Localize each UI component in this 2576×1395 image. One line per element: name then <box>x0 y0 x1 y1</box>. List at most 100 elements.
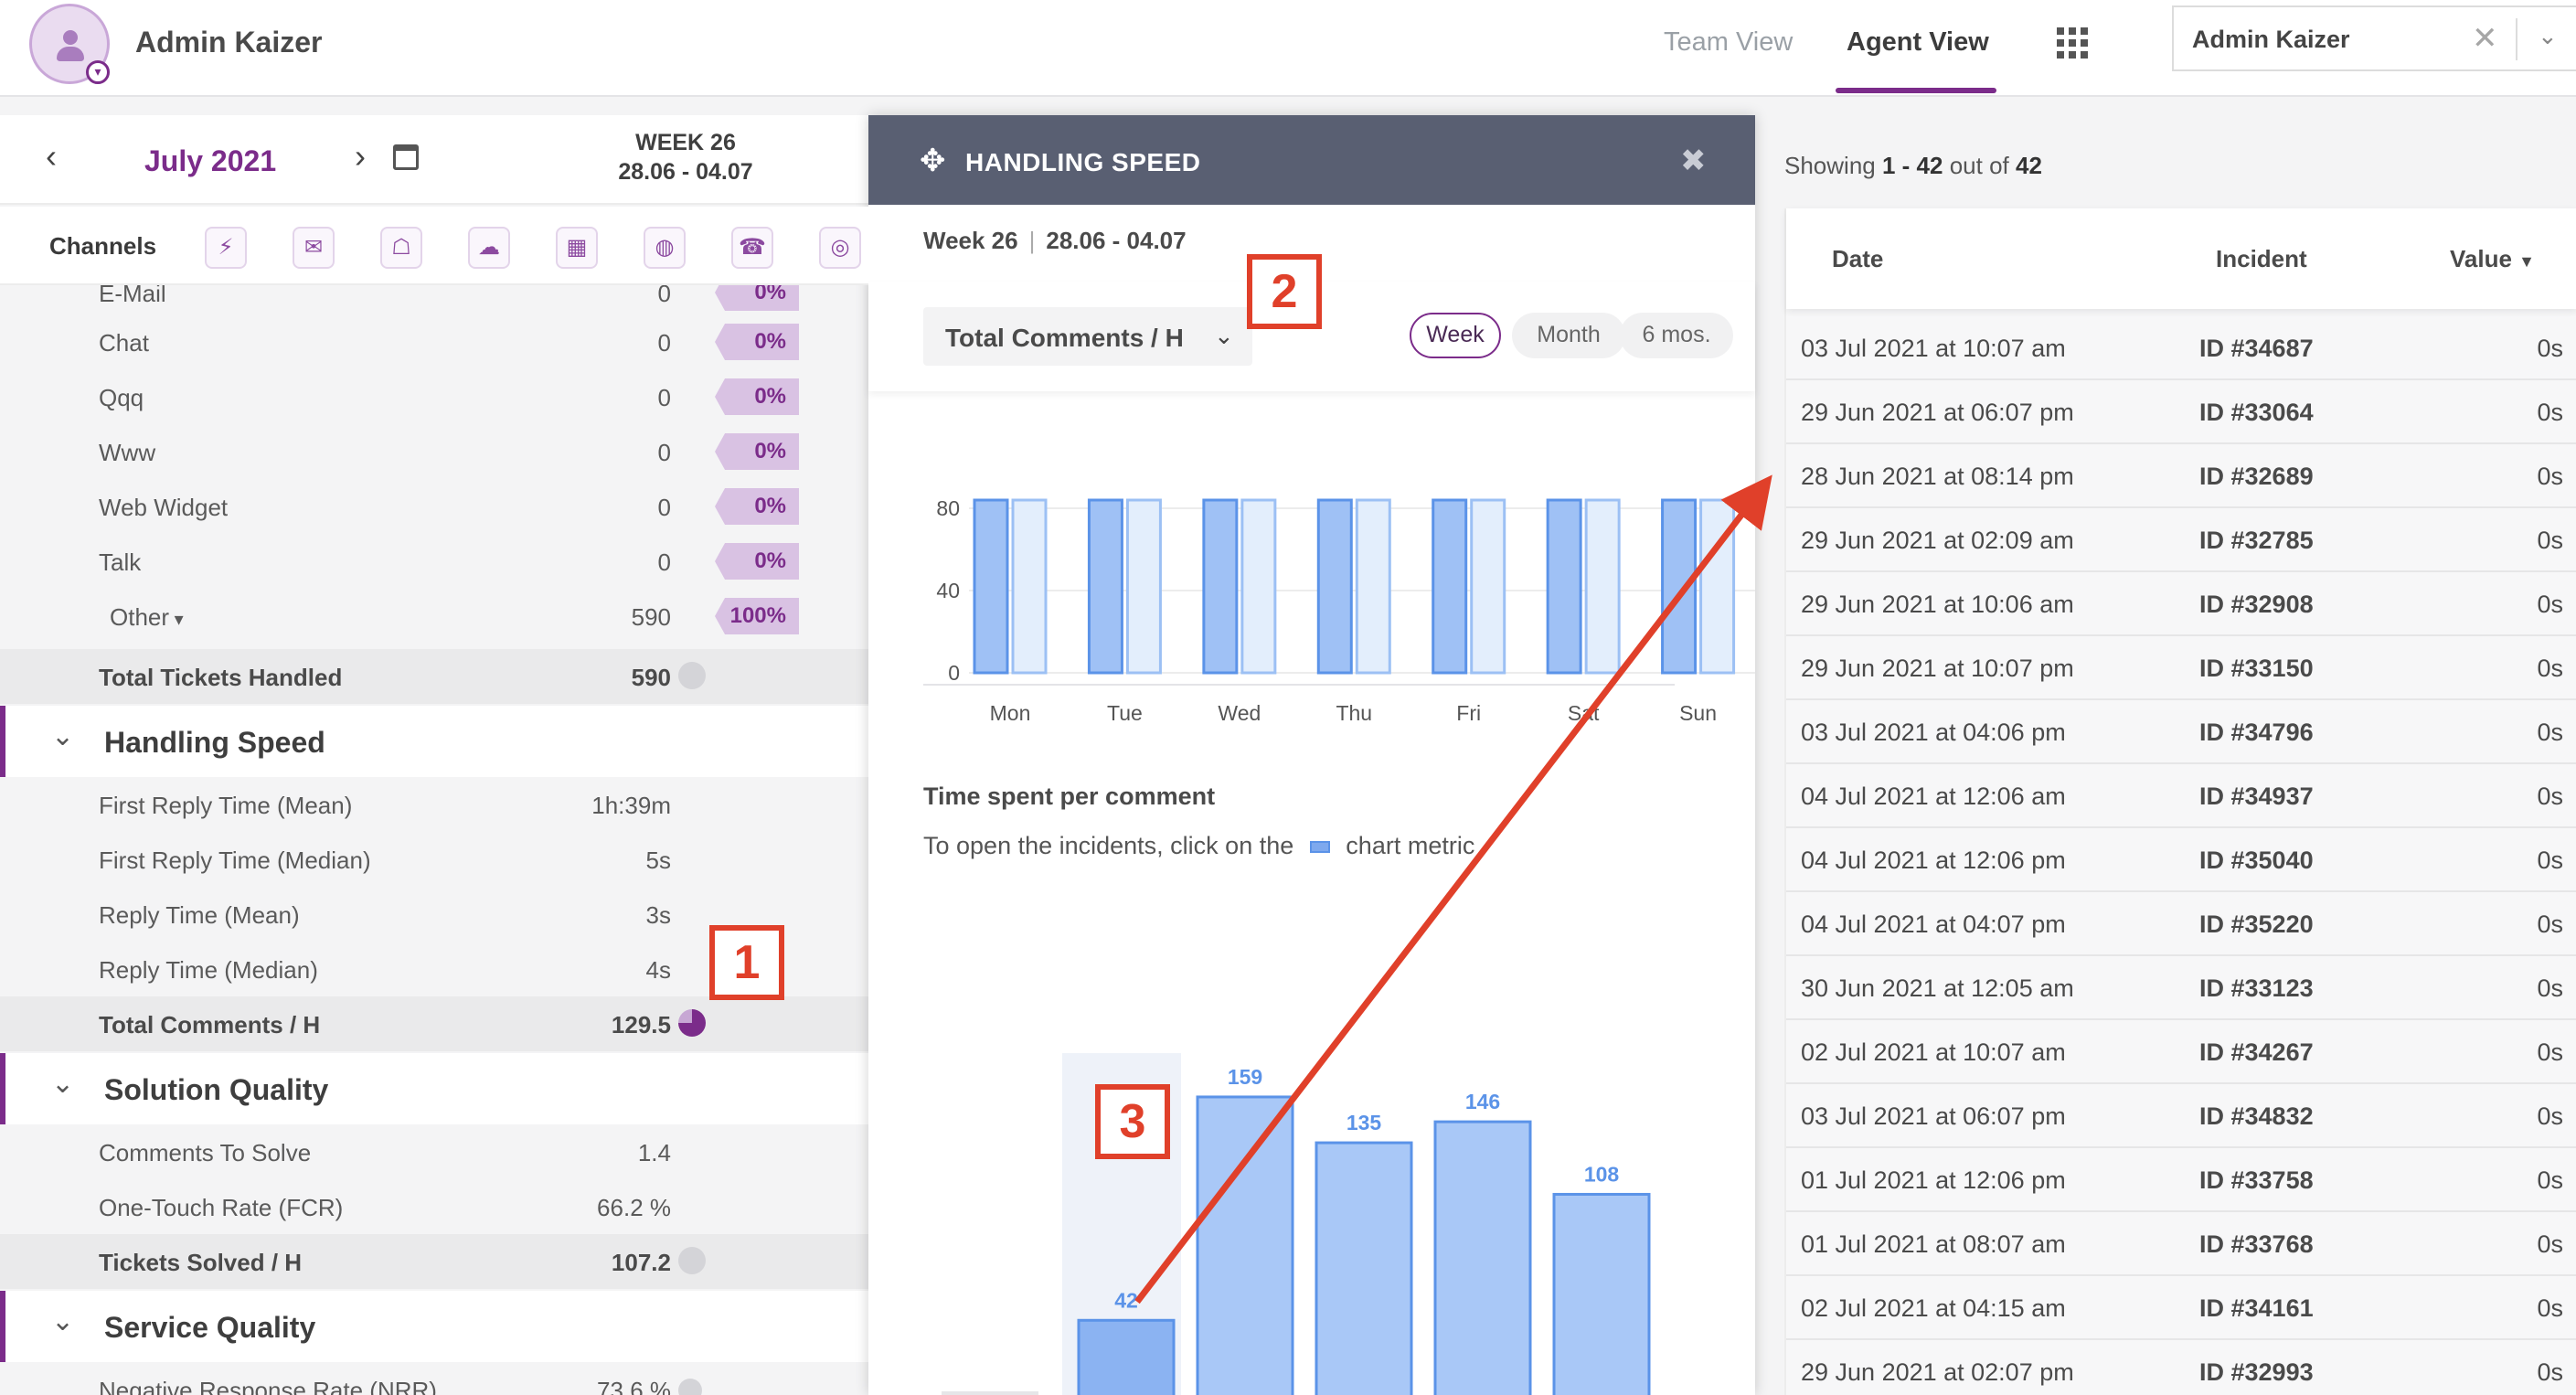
table-row[interactable]: 29 Jun 2021 at 10:07 pm ID #33150 0s <box>1786 636 2576 700</box>
table-row[interactable]: 29 Jun 2021 at 02:07 pm ID #32993 0s <box>1786 1340 2576 1395</box>
channel-label[interactable]: Other ▾ <box>110 603 184 631</box>
column-incident[interactable]: Incident <box>2216 245 2307 272</box>
pie-chart-icon[interactable] <box>678 1247 706 1274</box>
row-incident-id[interactable]: ID #32785 <box>2199 527 2314 554</box>
table-row[interactable]: 28 Jun 2021 at 08:14 pm ID #32689 0s <box>1786 444 2576 508</box>
chat-icon[interactable]: ☖ <box>380 227 422 269</box>
metric-row[interactable]: Negative Response Rate (NRR) 73.6 % <box>0 1362 868 1395</box>
close-icon[interactable]: ✖ <box>1680 144 1707 178</box>
distribution-bar[interactable] <box>1315 1141 1413 1395</box>
table-row[interactable]: 29 Jun 2021 at 06:07 pm ID #33064 0s <box>1786 380 2576 444</box>
row-incident-id[interactable]: ID #34937 <box>2199 783 2314 810</box>
table-row[interactable]: 02 Jul 2021 at 10:07 am ID #34267 0s <box>1786 1020 2576 1084</box>
table-row[interactable]: 29 Jun 2021 at 02:09 am ID #32785 0s <box>1786 508 2576 572</box>
table-row[interactable]: 04 Jul 2021 at 12:06 am ID #34937 0s <box>1786 764 2576 828</box>
metric-row[interactable]: First Reply Time (Median) 5s <box>0 832 868 887</box>
table-row[interactable]: 29 Jun 2021 at 10:06 am ID #32908 0s <box>1786 572 2576 636</box>
table-row[interactable]: 04 Jul 2021 at 04:07 pm ID #35220 0s <box>1786 892 2576 956</box>
metric-row[interactable]: Comments To Solve 1.4 <box>0 1124 868 1179</box>
distribution-bar[interactable] <box>1077 1318 1176 1395</box>
metric-row[interactable]: One-Touch Rate (FCR) 66.2 % <box>0 1179 868 1234</box>
next-month-icon[interactable]: › <box>355 137 366 175</box>
row-incident-id[interactable]: ID #35220 <box>2199 910 2314 938</box>
bar-primary[interactable] <box>1432 498 1468 675</box>
row-incident-id[interactable]: ID #33768 <box>2199 1230 2314 1258</box>
range-button-month[interactable]: Month <box>1512 313 1625 358</box>
chevron-down-icon[interactable]: ⌄ <box>1214 322 1234 349</box>
widget-icon[interactable]: ▦ <box>556 227 598 269</box>
tab-team-view[interactable]: Team View <box>1664 27 1794 57</box>
row-incident-id[interactable]: ID #32993 <box>2199 1358 2314 1386</box>
avatar-menu-chevron-icon[interactable]: ▾ <box>86 60 110 84</box>
clear-icon[interactable]: ✕ <box>2472 21 2498 56</box>
bar-secondary[interactable] <box>1125 498 1162 675</box>
bar-primary[interactable] <box>973 498 1009 675</box>
section-handling-speed[interactable]: ⌄ Handling Speed <box>0 706 868 777</box>
chevron-down-icon[interactable]: ⌄ <box>51 1069 75 1099</box>
table-row[interactable]: 03 Jul 2021 at 10:07 am ID #34687 0s <box>1786 316 2576 380</box>
table-row[interactable]: 04 Jul 2021 at 12:06 pm ID #35040 0s <box>1786 828 2576 892</box>
row-incident-id[interactable]: ID #34832 <box>2199 1102 2314 1130</box>
pie-chart-icon[interactable] <box>678 1009 706 1037</box>
bar-secondary[interactable] <box>1011 498 1048 675</box>
email-icon[interactable]: ✉ <box>293 227 335 269</box>
table-row[interactable]: 02 Jul 2021 at 04:15 am ID #34161 0s <box>1786 1276 2576 1340</box>
column-value[interactable]: Value ▼ <box>2450 245 2535 273</box>
row-incident-id[interactable]: ID #32689 <box>2199 463 2314 490</box>
bar-secondary[interactable] <box>1355 498 1391 675</box>
apps-grid-icon[interactable] <box>2057 27 2088 59</box>
bar-secondary[interactable] <box>1584 498 1621 675</box>
chevron-down-icon[interactable]: ⌄ <box>51 1306 75 1336</box>
caret-down-icon[interactable]: ▾ <box>169 610 184 630</box>
distribution-bar[interactable] <box>942 1391 1038 1395</box>
bar-secondary[interactable] <box>1470 498 1506 675</box>
row-incident-id[interactable]: ID #34687 <box>2199 335 2314 362</box>
metric-row[interactable]: Reply Time (Mean) 3s <box>0 887 868 942</box>
distribution-bar[interactable] <box>1552 1192 1651 1395</box>
table-row[interactable]: 01 Jul 2021 at 12:06 pm ID #33758 0s <box>1786 1148 2576 1212</box>
phone-icon[interactable]: ☎ <box>731 227 773 269</box>
bar-primary[interactable] <box>1087 498 1123 675</box>
table-row[interactable]: 03 Jul 2021 at 04:06 pm ID #34796 0s <box>1786 700 2576 764</box>
tab-agent-view[interactable]: Agent View <box>1847 27 1989 57</box>
row-incident-id[interactable]: ID #34796 <box>2199 719 2314 746</box>
modal-header[interactable]: ✥ HANDLING SPEED ✖ <box>868 115 1755 205</box>
distribution-bar[interactable] <box>1433 1120 1532 1395</box>
cloud-icon[interactable]: ☁ <box>468 227 510 269</box>
chevron-down-icon[interactable]: ⌄ <box>51 721 75 751</box>
sort-desc-icon[interactable]: ▼ <box>2518 252 2535 271</box>
globe-icon[interactable]: ◍ <box>644 227 686 269</box>
table-row[interactable]: 01 Jul 2021 at 08:07 am ID #33768 0s <box>1786 1212 2576 1276</box>
move-icon[interactable]: ✥ <box>920 144 946 178</box>
pie-chart-icon[interactable] <box>678 1379 702 1395</box>
bar-secondary[interactable] <box>1240 498 1277 675</box>
row-incident-id[interactable]: ID #35040 <box>2199 847 2314 874</box>
range-button-6-mos[interactable]: 6 mos. <box>1620 313 1733 358</box>
table-row[interactable]: 03 Jul 2021 at 06:07 pm ID #34832 0s <box>1786 1084 2576 1148</box>
metric-row[interactable]: Reply Time (Median) 4s <box>0 942 868 996</box>
row-incident-id[interactable]: ID #33758 <box>2199 1166 2314 1194</box>
row-incident-id[interactable]: ID #33064 <box>2199 399 2314 426</box>
month-label[interactable]: July 2021 <box>144 144 277 177</box>
support-icon[interactable]: ◎ <box>819 227 861 269</box>
previous-month-icon[interactable]: ‹ <box>46 137 57 175</box>
calendar-icon[interactable] <box>393 144 419 170</box>
section-solution-quality[interactable]: ⌄ Solution Quality <box>0 1053 868 1124</box>
section-service-quality[interactable]: ⌄ Service Quality <box>0 1291 868 1362</box>
bar-primary[interactable] <box>1316 498 1353 675</box>
row-incident-id[interactable]: ID #33123 <box>2199 974 2314 1002</box>
row-incident-id[interactable]: ID #34161 <box>2199 1294 2314 1322</box>
agent-select[interactable]: Admin Kaizer ✕ ⌄ <box>2172 5 2576 71</box>
chevron-down-icon[interactable]: ⌄ <box>2538 22 2558 49</box>
metric-select[interactable]: Total Comments / H ⌄ <box>923 307 1252 366</box>
pie-chart-icon[interactable] <box>678 662 706 689</box>
metric-row[interactable]: First Reply Time (Mean) 1h:39m <box>0 777 868 832</box>
bar-primary[interactable] <box>1202 498 1239 675</box>
column-date[interactable]: Date <box>1832 245 1884 272</box>
lightning-icon[interactable]: ⚡ <box>205 227 247 269</box>
table-row[interactable]: 30 Jun 2021 at 12:05 am ID #33123 0s <box>1786 956 2576 1020</box>
row-incident-id[interactable]: ID #34267 <box>2199 1038 2314 1066</box>
row-incident-id[interactable]: ID #33150 <box>2199 655 2314 682</box>
row-incident-id[interactable]: ID #32908 <box>2199 591 2314 618</box>
bar-primary[interactable] <box>1546 498 1582 675</box>
